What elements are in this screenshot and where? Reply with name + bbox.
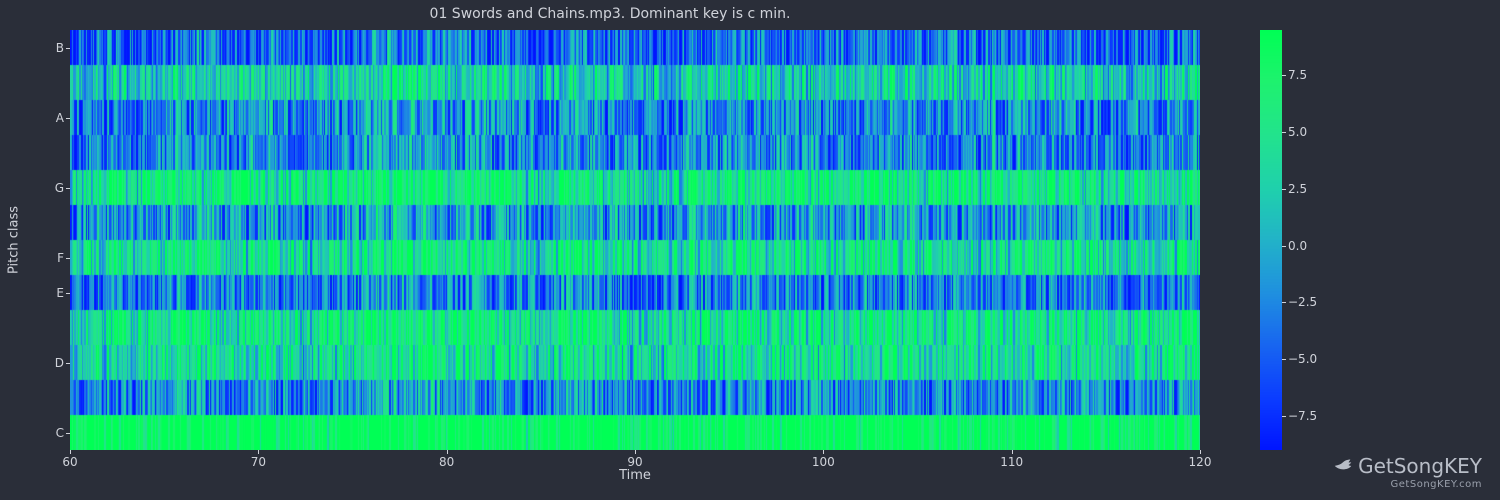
ytick-mark — [66, 118, 70, 119]
xtick-label: 60 — [62, 456, 77, 468]
watermark: GetSongKEY GetSongKEY.com — [1332, 454, 1482, 490]
colorbar-tick-label: 0.0 — [1288, 239, 1307, 253]
xtick-mark — [447, 450, 448, 454]
xtick-label: 120 — [1189, 456, 1212, 468]
ytick-label: C — [24, 427, 64, 439]
xtick-label: 100 — [812, 456, 835, 468]
y-axis-label: Pitch class — [7, 206, 22, 274]
xtick-mark — [1200, 450, 1201, 454]
xtick-label: 90 — [627, 456, 642, 468]
colorbar-tick-label: −7.5 — [1288, 409, 1317, 423]
xtick-mark — [70, 450, 71, 454]
xtick-label: 70 — [251, 456, 266, 468]
xtick-mark — [258, 450, 259, 454]
ytick-label: B — [24, 42, 64, 54]
chromagram-heatmap — [70, 30, 1200, 450]
chart-title: 01 Swords and Chains.mp3. Dominant key i… — [0, 6, 1220, 22]
colorbar-tick-label: 7.5 — [1288, 68, 1307, 82]
colorbar — [1260, 30, 1282, 450]
ytick-mark — [66, 293, 70, 294]
ytick-mark — [66, 48, 70, 49]
watermark-brand: GetSongKEY — [1332, 454, 1482, 481]
ytick-mark — [66, 363, 70, 364]
ytick-label: E — [24, 287, 64, 299]
xtick-mark — [823, 450, 824, 454]
colorbar-tick-mark — [1282, 189, 1286, 190]
colorbar-tick-mark — [1282, 75, 1286, 76]
colorbar-tick-mark — [1282, 246, 1286, 247]
xtick-label: 80 — [439, 456, 454, 468]
watermark-brand-text: GetSongKEY — [1358, 454, 1482, 478]
xtick-mark — [1012, 450, 1013, 454]
xtick-mark — [635, 450, 636, 454]
xtick-label: 110 — [1000, 456, 1023, 468]
colorbar-tick-label: −5.0 — [1288, 352, 1317, 366]
bird-icon — [1332, 454, 1354, 481]
ytick-label: A — [24, 112, 64, 124]
ytick-mark — [66, 188, 70, 189]
colorbar-tick-mark — [1282, 302, 1286, 303]
colorbar-tick-mark — [1282, 416, 1286, 417]
ytick-mark — [66, 258, 70, 259]
ytick-label: G — [24, 182, 64, 194]
ytick-mark — [66, 433, 70, 434]
ytick-label: D — [24, 357, 64, 369]
colorbar-tick-mark — [1282, 359, 1286, 360]
colorbar-tick-mark — [1282, 132, 1286, 133]
colorbar-tick-label: 5.0 — [1288, 125, 1307, 139]
ytick-label: F — [24, 252, 64, 264]
colorbar-tick-label: −2.5 — [1288, 295, 1317, 309]
x-axis-label: Time — [70, 468, 1200, 483]
figure: 01 Swords and Chains.mp3. Dominant key i… — [0, 0, 1500, 500]
colorbar-tick-label: 2.5 — [1288, 182, 1307, 196]
